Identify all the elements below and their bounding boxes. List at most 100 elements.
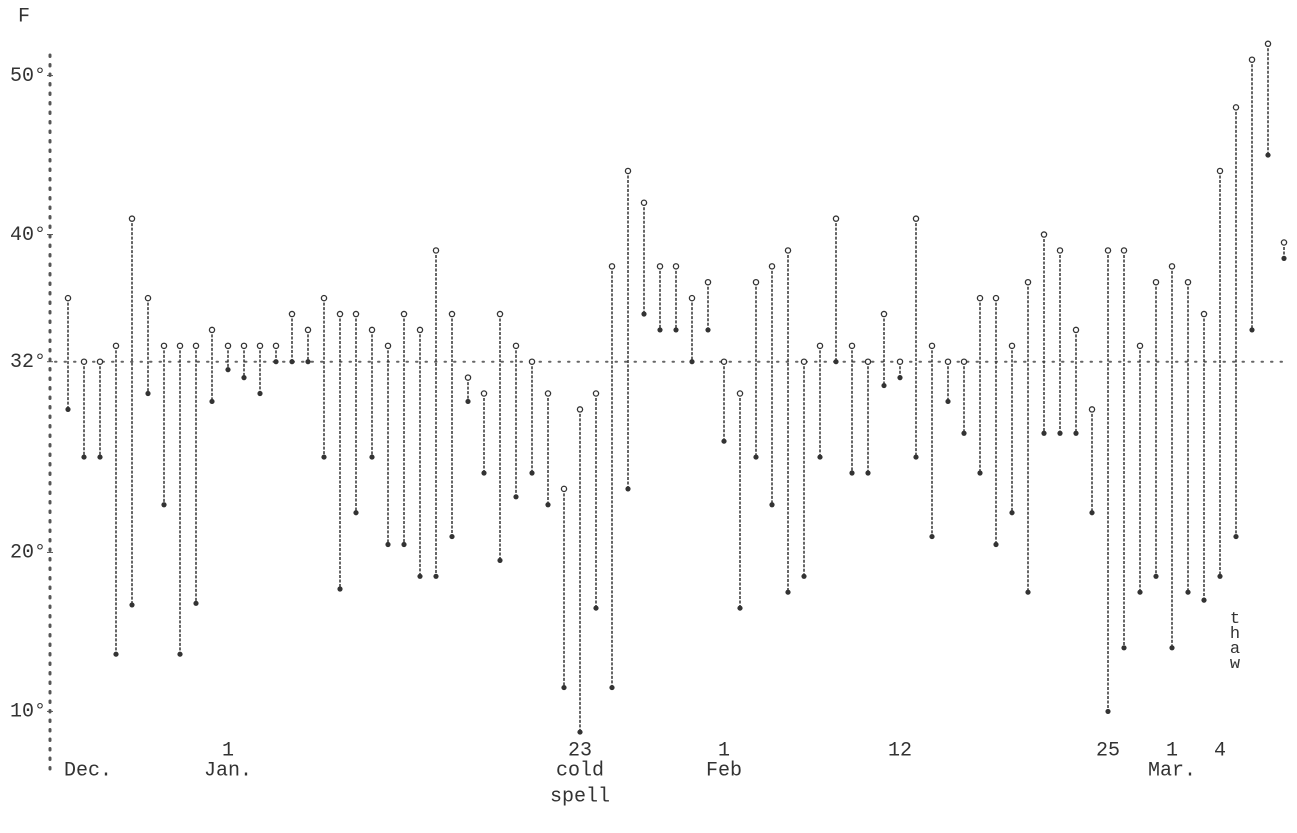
- low-dot: [145, 390, 151, 397]
- low-dot: [913, 454, 919, 460]
- high-dot: [1040, 231, 1048, 238]
- low-dot: [833, 359, 839, 365]
- low-dot: [609, 684, 615, 691]
- low-dot: [673, 327, 679, 333]
- high-dot: [128, 215, 136, 222]
- high-dot: [1168, 263, 1176, 270]
- low-dot: [961, 430, 967, 436]
- low-dot: [1057, 430, 1063, 436]
- annotation: cold: [556, 759, 604, 782]
- low-dot: [545, 502, 551, 508]
- low-dot: [97, 454, 103, 460]
- high-dot: [1280, 239, 1288, 246]
- high-dot: [1120, 247, 1128, 254]
- high-dot: [768, 263, 776, 270]
- low-dot: [897, 375, 903, 381]
- low-dot: [337, 586, 343, 592]
- low-dot: [417, 573, 423, 579]
- low-dot: [433, 573, 439, 579]
- high-dot: [896, 358, 904, 365]
- high-dot: [1200, 310, 1208, 318]
- high-dot: [608, 263, 616, 270]
- high-dot: [208, 326, 216, 334]
- low-dot: [209, 398, 215, 405]
- high-dot: [256, 342, 264, 350]
- low-dot: [689, 359, 695, 365]
- high-dot: [1024, 278, 1032, 286]
- low-dot: [177, 651, 183, 657]
- y-tick-label: 10°: [10, 701, 46, 724]
- low-dot: [353, 510, 359, 516]
- low-dot: [81, 454, 87, 460]
- high-dot: [1248, 56, 1256, 63]
- low-dot: [1089, 510, 1095, 516]
- low-dot: [801, 573, 807, 579]
- high-dot: [704, 278, 712, 286]
- annotation: spell: [550, 785, 610, 808]
- low-dot: [369, 454, 375, 460]
- high-dot: [224, 342, 232, 350]
- high-dot: [336, 310, 344, 318]
- high-dot: [560, 485, 568, 493]
- low-dot: [257, 390, 263, 397]
- y-tick-label: 20°: [10, 542, 46, 565]
- low-dot: [657, 327, 663, 333]
- annotation: Mar.: [1148, 759, 1196, 782]
- high-dot: [1136, 342, 1144, 350]
- high-dot: [192, 342, 200, 350]
- low-dot: [481, 470, 487, 476]
- x-tick-label: 1: [222, 739, 234, 762]
- x-tick-label: 1: [718, 739, 730, 762]
- low-dot: [1121, 645, 1127, 651]
- high-dot: [1072, 326, 1080, 334]
- high-dot: [80, 358, 88, 365]
- low-dot: [513, 494, 519, 500]
- low-dot: [1025, 589, 1031, 595]
- low-dot: [1073, 430, 1079, 436]
- high-dot: [1216, 167, 1224, 175]
- high-dot: [1008, 342, 1016, 350]
- low-dot: [1041, 430, 1047, 436]
- low-dot: [1185, 589, 1191, 595]
- low-dot: [529, 470, 535, 476]
- low-dot: [1153, 573, 1159, 579]
- high-dot: [960, 358, 968, 365]
- high-dot: [1104, 247, 1112, 254]
- low-dot: [385, 541, 391, 548]
- high-dot: [160, 342, 168, 350]
- high-dot: [1152, 278, 1160, 286]
- low-dot: [945, 398, 951, 405]
- high-dot: [464, 374, 472, 381]
- low-dot: [1009, 510, 1015, 516]
- low-dot: [625, 486, 631, 492]
- low-dot: [497, 557, 503, 564]
- high-dot: [112, 342, 120, 350]
- annotation: Dec.: [64, 759, 112, 782]
- high-dot: [1184, 278, 1192, 286]
- low-dot: [1201, 597, 1207, 603]
- low-dot: [321, 454, 327, 460]
- high-dot: [240, 342, 248, 350]
- high-dot: [288, 310, 296, 318]
- high-dot: [1056, 247, 1064, 254]
- high-dot: [544, 390, 552, 397]
- low-dot: [593, 605, 599, 611]
- low-dot: [1265, 152, 1271, 158]
- high-dot: [832, 215, 840, 222]
- low-dot: [817, 454, 823, 460]
- high-dot: [432, 247, 440, 254]
- high-dot: [1088, 406, 1096, 413]
- high-dot: [976, 294, 984, 302]
- low-dot: [929, 533, 935, 540]
- y-tick-label: 32°: [10, 351, 46, 374]
- high-dot: [624, 167, 632, 175]
- low-dot: [1169, 645, 1175, 651]
- low-dot: [273, 359, 279, 365]
- annotation: Feb: [706, 759, 742, 782]
- low-dot: [753, 454, 759, 460]
- low-dot: [849, 470, 855, 476]
- low-dot: [225, 367, 231, 373]
- high-dot: [576, 406, 584, 413]
- high-dot: [448, 310, 456, 318]
